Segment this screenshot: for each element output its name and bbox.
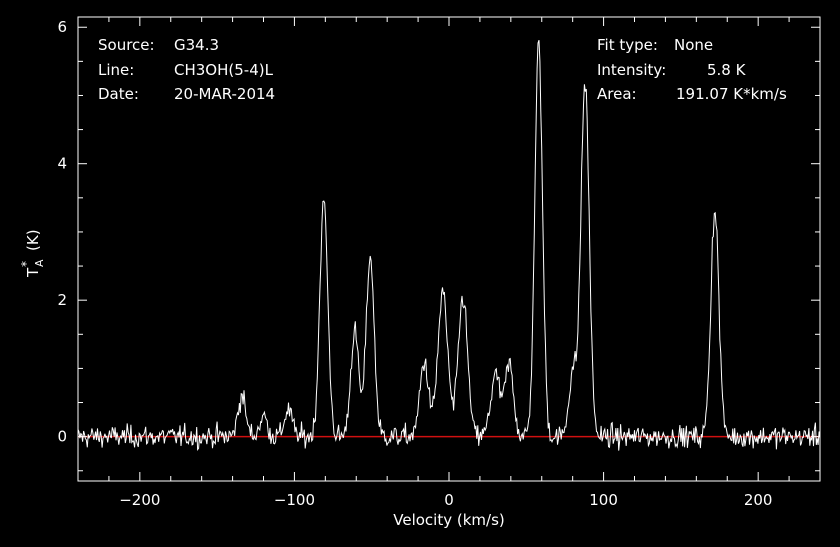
- spectrum-line: [77, 40, 821, 451]
- x-axis-label: Velocity (km/s): [393, 511, 504, 529]
- fit-type-label: Fit type:: [597, 36, 658, 54]
- x-tick-label: 100: [589, 491, 618, 509]
- y-axis-label-unit: (K): [24, 229, 42, 251]
- y-axis-label-main: T: [24, 267, 42, 278]
- intensity-value: 5.8 K: [707, 61, 747, 79]
- y-axis-label-sub: A: [33, 259, 46, 267]
- y-tick-label: 0: [57, 428, 67, 446]
- intensity-label: Intensity:: [597, 61, 666, 79]
- fit-type-value: None: [674, 36, 713, 54]
- y-axis-label: T * A (K): [19, 229, 46, 278]
- source-value: G34.3: [174, 36, 219, 54]
- area-label: Area:: [597, 85, 637, 103]
- y-tick-label: 6: [57, 18, 67, 36]
- source-label: Source:: [98, 36, 155, 54]
- date-value: 20-MAR-2014: [174, 85, 275, 103]
- x-tick-label: −200: [119, 491, 160, 509]
- y-tick-label: 4: [57, 155, 67, 173]
- area-value: 191.07 K*km/s: [676, 85, 787, 103]
- x-tick-label: 200: [744, 491, 773, 509]
- line-value: CH3OH(5-4)L: [174, 61, 274, 79]
- x-tick-label: 0: [444, 491, 454, 509]
- y-tick-label: 2: [57, 291, 67, 309]
- line-label: Line:: [98, 61, 134, 79]
- x-tick-label: −100: [274, 491, 315, 509]
- date-label: Date:: [98, 85, 139, 103]
- y-axis-label-sup: *: [19, 261, 33, 267]
